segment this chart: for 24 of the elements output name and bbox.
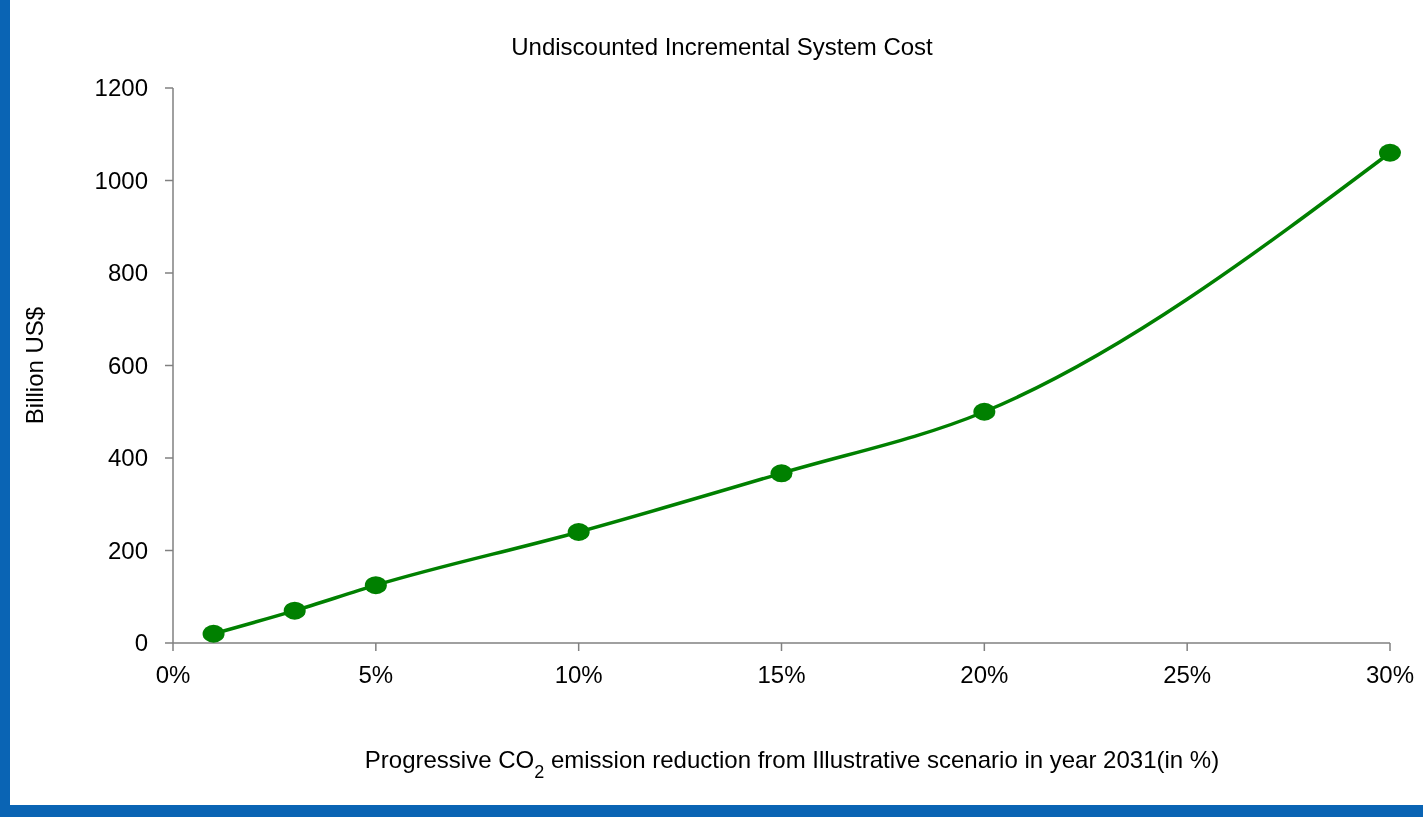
y-tick-label: 1200: [94, 74, 148, 102]
point: [973, 402, 996, 421]
point: [202, 624, 225, 643]
point: [1379, 143, 1401, 162]
point: [283, 601, 306, 620]
y-tick-label: 200: [107, 536, 148, 564]
y-tick-label: 0: [134, 629, 148, 657]
x-tick-label: 20%: [960, 661, 1009, 689]
x-tick-label: 5%: [358, 661, 394, 689]
y-tick-label: 1000: [94, 166, 148, 194]
point: [567, 523, 590, 541]
y-axis-title: Billion US$: [21, 306, 48, 425]
y-tick-label: 800: [107, 259, 148, 287]
point: [364, 576, 387, 595]
y-tick-label: 400: [107, 444, 148, 472]
x-axis-title: Progressive CO$_{2}$ emission reduction from Illustrative scenario in year 2031(in %): [364, 746, 1220, 782]
x-tick-label: 30%: [1365, 661, 1415, 689]
point: [770, 464, 793, 483]
x-tick-label: 15%: [757, 661, 806, 689]
chart-title: Undiscounted Incremental System Cost: [511, 33, 934, 60]
x-tick-label: 10%: [554, 661, 603, 689]
x-tick-label: 25%: [1163, 661, 1212, 689]
x-tick-label: 0%: [155, 661, 191, 689]
y-tick-label: 600: [107, 351, 148, 379]
